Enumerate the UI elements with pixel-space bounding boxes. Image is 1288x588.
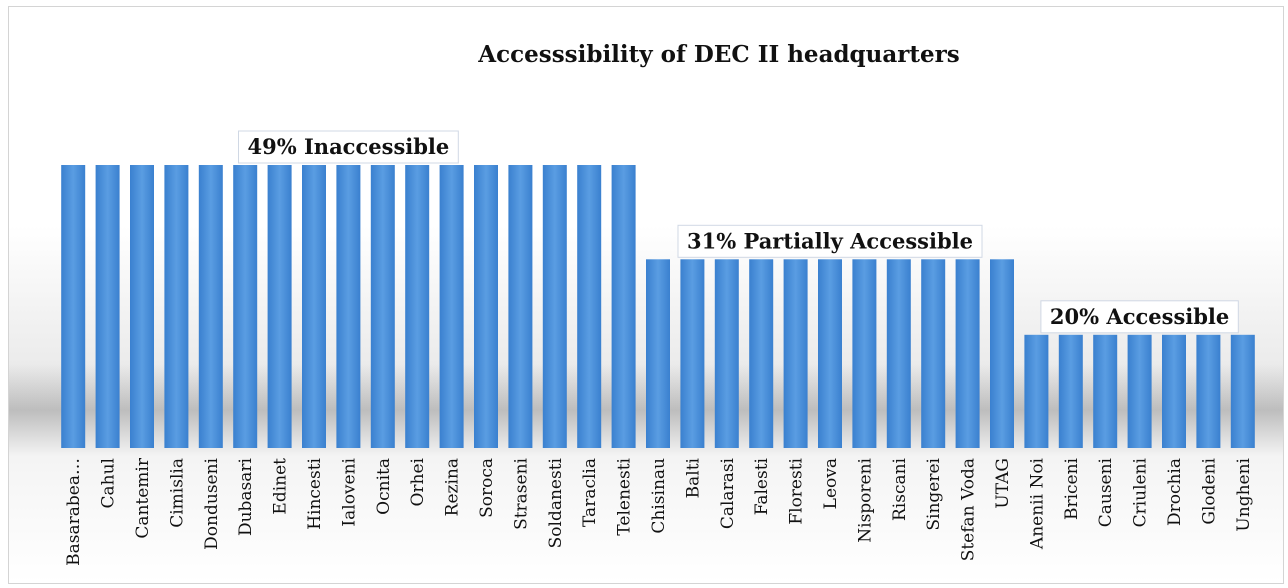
bar-ialoveni bbox=[336, 165, 361, 448]
bar-drochia bbox=[1162, 334, 1186, 448]
bar-orhei bbox=[405, 165, 430, 448]
bar-riscani bbox=[886, 259, 911, 448]
bar-criuleni bbox=[1127, 334, 1152, 448]
bar-stefan-voda bbox=[955, 259, 980, 448]
x-tick-label: Briceni bbox=[1062, 457, 1082, 520]
bar-briceni bbox=[1058, 334, 1083, 448]
x-tick-label: Dubasari bbox=[236, 457, 256, 536]
group-annotation: 49% Inaccessible bbox=[238, 130, 459, 164]
x-tick-label: Cahul bbox=[99, 458, 119, 508]
x-tick-label: Anenii Noi bbox=[1027, 457, 1047, 550]
bar-utag bbox=[990, 259, 1014, 448]
annotations-layer: 49% Inaccessible 31% Partially Accessible… bbox=[238, 130, 1239, 334]
x-tick-label: Riscani bbox=[890, 457, 910, 521]
annotation-box bbox=[1040, 300, 1239, 334]
bar-balti bbox=[680, 259, 705, 448]
x-tick-label: Causeni bbox=[1096, 457, 1116, 527]
group-annotation: 31% Partially Accessible bbox=[677, 224, 983, 258]
bar-cimislia bbox=[164, 165, 189, 448]
annotation-label: 49% Inaccessible bbox=[248, 134, 450, 159]
x-tick-label: Ungheni bbox=[1234, 457, 1254, 531]
bar-edinet bbox=[267, 165, 292, 448]
x-tick-label: Glodeni bbox=[1199, 457, 1219, 524]
chart-frame: Accesssibility of DEC II headquarters Ba… bbox=[8, 6, 1284, 584]
bar-chart: Accesssibility of DEC II headquarters Ba… bbox=[61, 41, 1255, 566]
x-tick-label: Basarabea… bbox=[64, 458, 84, 566]
bar-causeni bbox=[1093, 334, 1118, 448]
x-tick-label: Soroca bbox=[477, 458, 497, 518]
x-tick-label: Drochia bbox=[1165, 458, 1185, 526]
bar-floresti bbox=[783, 259, 808, 448]
annotation-box bbox=[677, 224, 983, 258]
bar-straseni bbox=[508, 165, 533, 448]
bar-donduseni bbox=[198, 165, 223, 448]
x-tick-label: Donduseni bbox=[202, 457, 222, 549]
bar-taraclia bbox=[577, 165, 602, 448]
bar-dubasari bbox=[233, 165, 258, 448]
x-tick-label: Criuleni bbox=[1131, 457, 1151, 527]
annotation-label: 20% Accessible bbox=[1050, 304, 1229, 329]
x-tick-label: Singerei bbox=[924, 457, 944, 530]
bar-chisinau bbox=[646, 259, 670, 448]
bar-hincesti bbox=[302, 165, 326, 448]
x-tick-label: Hincesti bbox=[305, 457, 325, 529]
x-tick-label: Straseni bbox=[511, 457, 531, 529]
bar-anenii-noi bbox=[1024, 334, 1049, 448]
x-tick-label: Falesti bbox=[752, 457, 772, 515]
bar-glodeni bbox=[1196, 334, 1221, 448]
bar-soldanesti bbox=[542, 165, 567, 448]
x-tick-label: Ialoveni bbox=[339, 457, 359, 526]
x-tick-label: Cimislia bbox=[167, 458, 187, 528]
x-tick-label: Stefan Voda bbox=[959, 458, 979, 561]
bar-calarasi bbox=[714, 259, 739, 448]
bar-cantemir bbox=[130, 165, 154, 448]
bar-rezina bbox=[439, 165, 464, 448]
x-tick-label: Telenesti bbox=[615, 457, 635, 535]
chart-title: Accesssibility of DEC II headquarters bbox=[477, 41, 959, 68]
bar-basarabea bbox=[61, 165, 86, 448]
annotation-label: 31% Partially Accessible bbox=[687, 228, 973, 253]
x-tick-label: Chisinau bbox=[649, 458, 669, 534]
x-tick-label: Orhei bbox=[408, 457, 428, 506]
annotation-box bbox=[238, 130, 459, 164]
bar-cahul bbox=[95, 165, 120, 448]
x-tick-label: Nisporeni bbox=[855, 457, 875, 542]
bar-telenesti bbox=[611, 165, 636, 448]
bar-ungheni bbox=[1230, 334, 1255, 448]
x-tick-label: Rezina bbox=[443, 458, 463, 516]
tick-labels-layer: Basarabea… Cahul Cantemir Cimislia Donduseni… bbox=[64, 457, 1254, 566]
x-tick-label: Cantemir bbox=[133, 457, 153, 539]
x-tick-label: Ocnita bbox=[374, 458, 394, 515]
bar-nisporeni bbox=[852, 259, 877, 448]
bar-falesti bbox=[749, 259, 774, 448]
bar-soroca bbox=[474, 165, 498, 448]
x-tick-label: Edinet bbox=[271, 458, 291, 515]
x-tick-label: UTAG bbox=[993, 458, 1013, 509]
bar-singerei bbox=[921, 259, 946, 448]
bars-layer bbox=[61, 165, 1255, 448]
bar-ocnita bbox=[370, 165, 395, 448]
group-annotation: 20% Accessible bbox=[1040, 300, 1239, 334]
x-tick-label: Balti bbox=[683, 457, 703, 498]
bar-leova bbox=[818, 259, 842, 448]
x-tick-label: Soldanesti bbox=[546, 457, 566, 548]
x-tick-label: Floresti bbox=[787, 457, 807, 524]
x-tick-label: Leova bbox=[821, 458, 841, 509]
x-tick-label: Calarasi bbox=[718, 457, 738, 529]
x-tick-label: Taraclia bbox=[580, 458, 600, 527]
